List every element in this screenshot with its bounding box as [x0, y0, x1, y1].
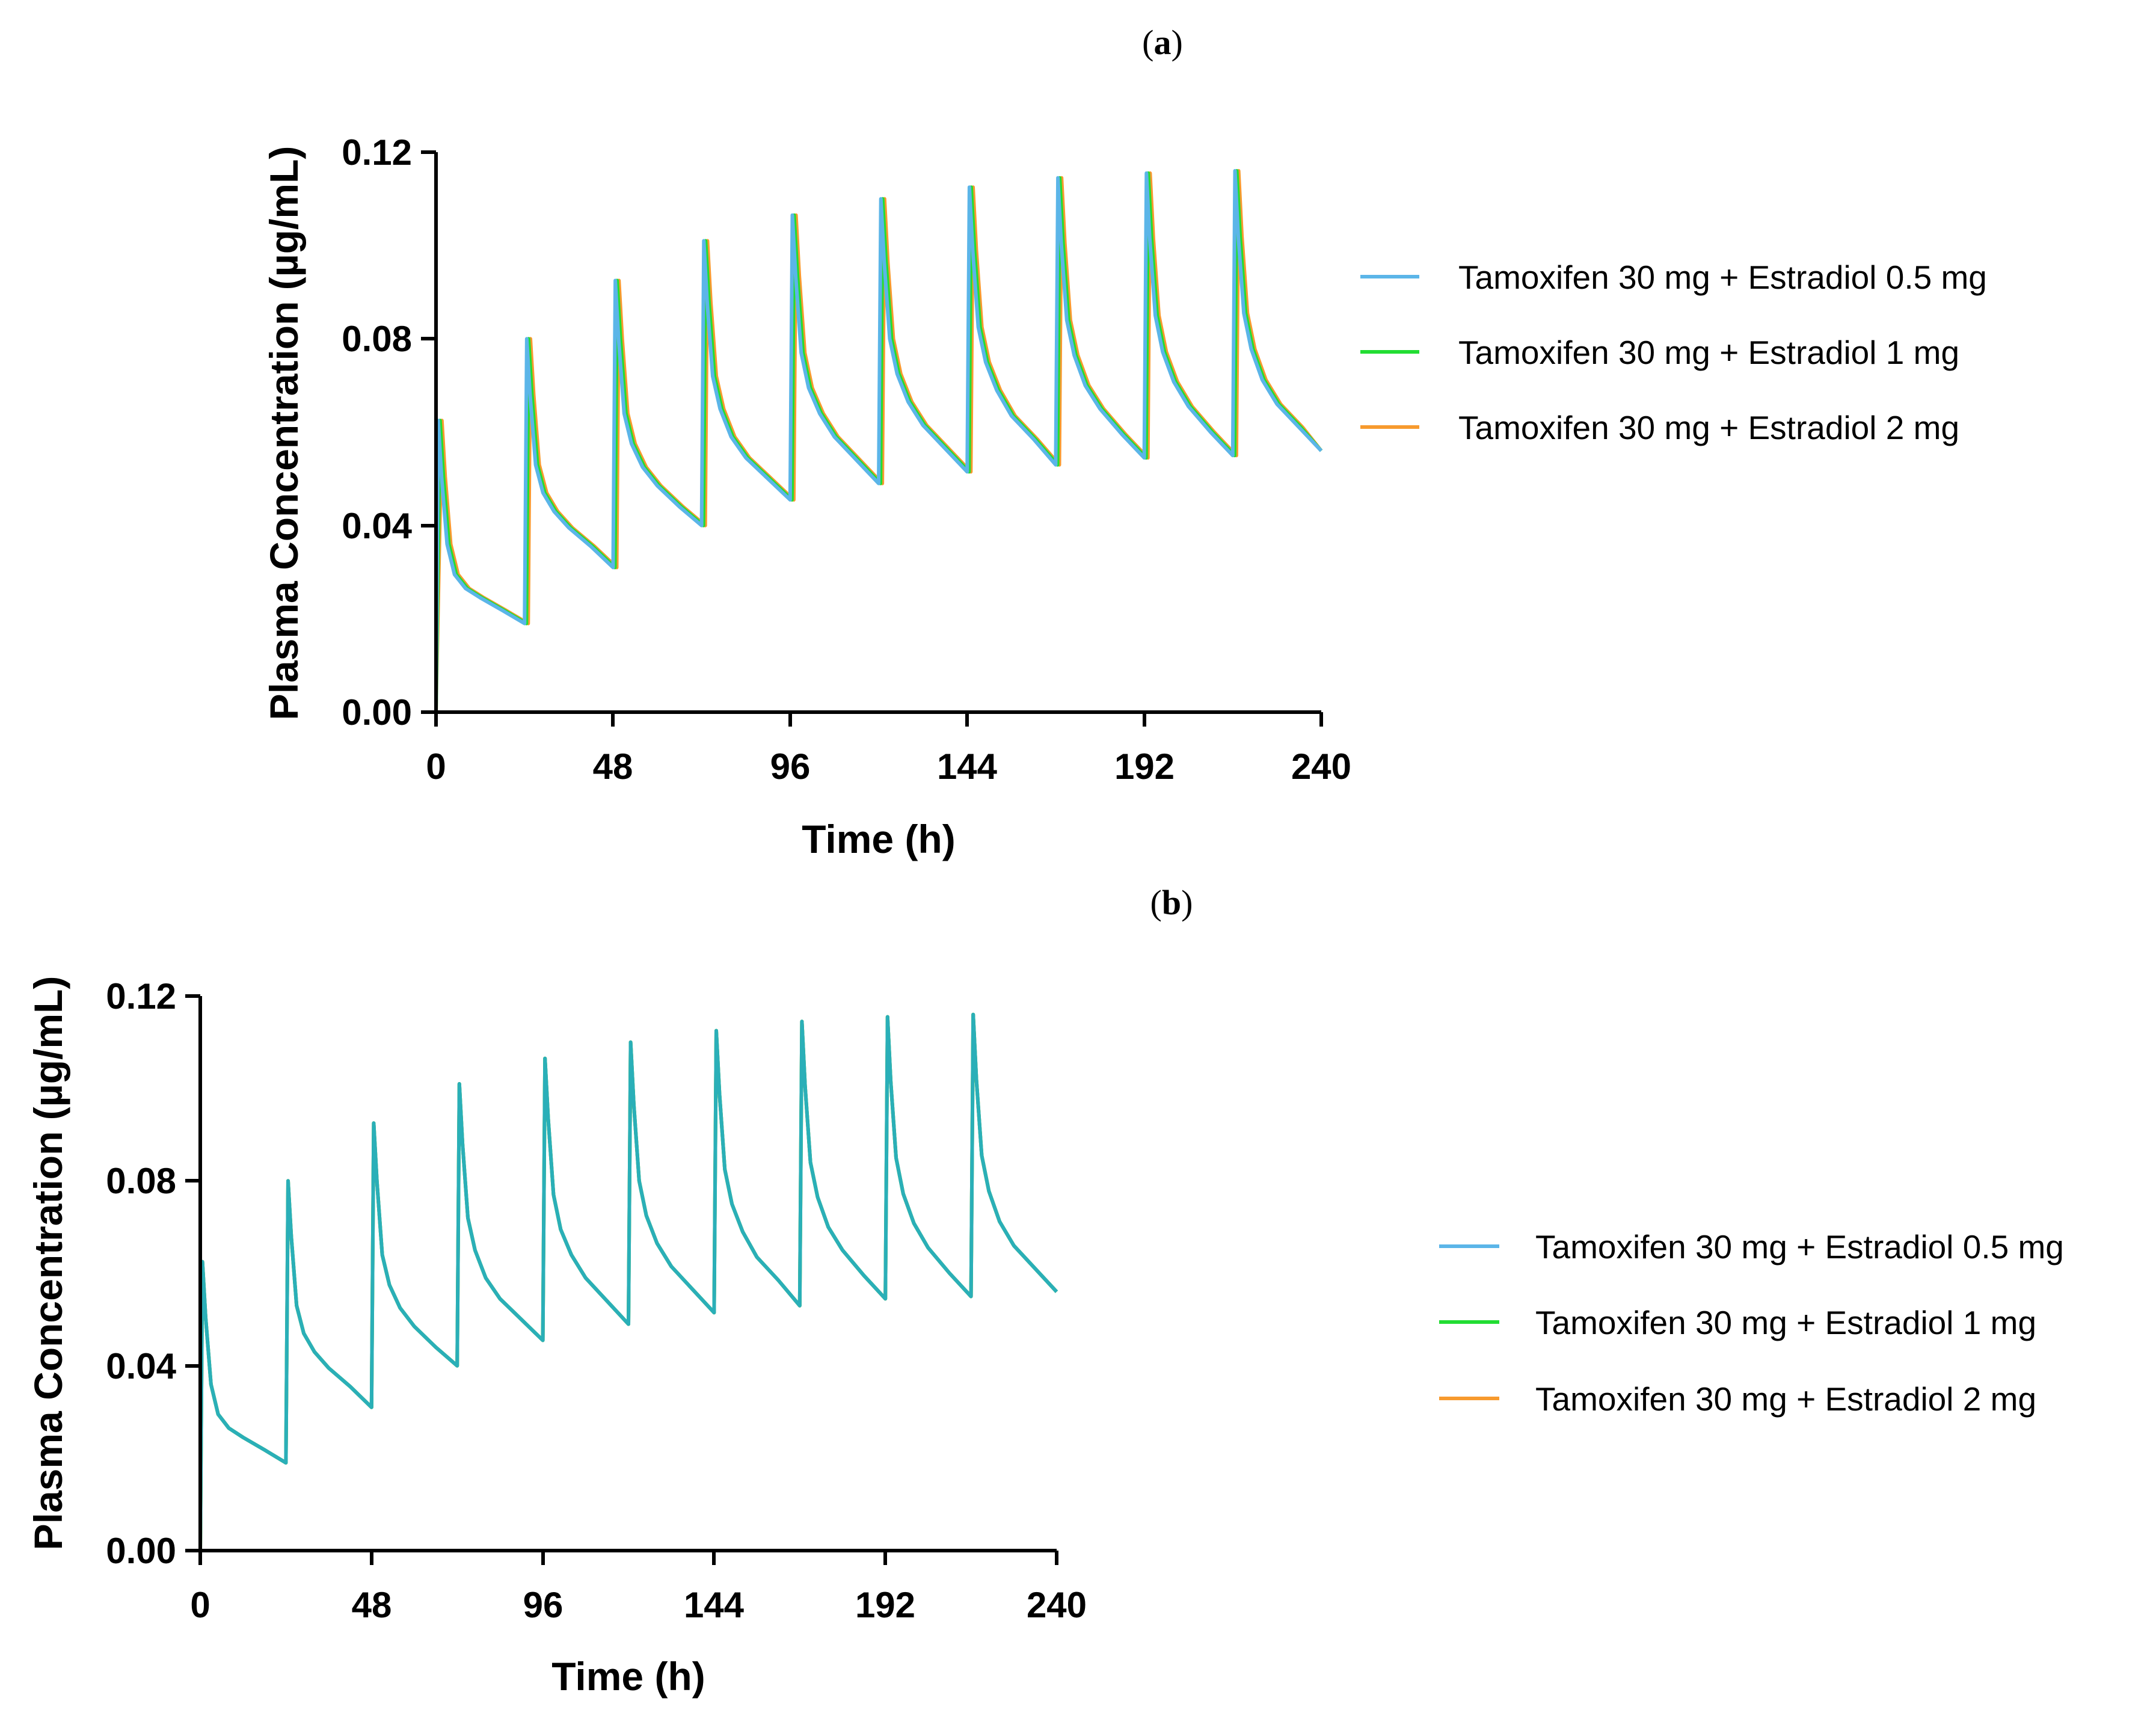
- panel-b-legend-item-2: Tamoxifen 30 mg + Estradiol 2 mg: [1439, 1380, 2036, 1418]
- panel-b-x-axis-title: Time (h): [551, 1654, 705, 1699]
- panel-a-legend-label-2: Tamoxifen 30 mg + Estradiol 2 mg: [1458, 409, 1959, 446]
- panel-a-legend-label-0: Tamoxifen 30 mg + Estradiol 0.5 mg: [1458, 259, 1987, 296]
- panel-a-x-tick-label-0: 0: [426, 746, 446, 787]
- panel-b-legend: Tamoxifen 30 mg + Estradiol 0.5 mg Tamox…: [1439, 1228, 2064, 1418]
- panel-a-x-ticks: 0 48 96 144 192 240: [426, 712, 1351, 787]
- panel-a-y-ticks: 0.00 0.04 0.08 0.12: [342, 132, 436, 733]
- panel-a-x-tick-label-1: 48: [593, 746, 633, 787]
- panel-b-legend-label-0: Tamoxifen 30 mg + Estradiol 0.5 mg: [1535, 1228, 2064, 1265]
- panel-b-letter: b: [1162, 883, 1181, 922]
- panel-a-series: [434, 169, 1323, 713]
- panel-b-x-ticks: 0 48 96 144 192 240: [190, 1551, 1087, 1625]
- panel-b-x-tick-label-4: 192: [855, 1585, 915, 1625]
- panel-b-y-ticks: 0.00 0.04 0.08 0.12: [106, 976, 200, 1571]
- panel-a-y-tick-label-2: 0.08: [342, 319, 412, 359]
- panel-b-label: (b): [1150, 883, 1193, 922]
- panel-b: (b) 0.00 0.04 0.08 0.12 0 48 96 144 192: [26, 883, 2064, 1699]
- panel-b-y-tick-label-3: 0.12: [106, 976, 176, 1016]
- panel-a-x-tick-label-3: 144: [937, 746, 998, 787]
- panel-a-x-tick-label-4: 192: [1114, 746, 1175, 787]
- panel-b-x-tick-label-0: 0: [190, 1585, 210, 1625]
- panel-b-series-line-0: [198, 1012, 1058, 1551]
- panel-b-y-tick-label-1: 0.04: [106, 1346, 176, 1386]
- panel-a-x-tick-label-2: 96: [770, 746, 811, 787]
- panel-a-legend-item-1: Tamoxifen 30 mg + Estradiol 1 mg: [1360, 334, 1959, 371]
- panel-b-legend-item-1: Tamoxifen 30 mg + Estradiol 1 mg: [1439, 1304, 2036, 1341]
- panel-b-series: [198, 1012, 1058, 1551]
- panel-b-y-tick-label-0: 0.00: [106, 1531, 176, 1571]
- panel-b-legend-label-2: Tamoxifen 30 mg + Estradiol 2 mg: [1535, 1380, 2036, 1418]
- panel-a-legend: Tamoxifen 30 mg + Estradiol 0.5 mg Tamox…: [1360, 259, 1987, 446]
- panel-b-x-tick-label-1: 48: [352, 1585, 392, 1625]
- panel-b-x-tick-label-5: 240: [1027, 1585, 1087, 1625]
- panel-a: (a) 0.00 0.04 0.08 0.12 0 48 96 144 192: [262, 23, 1987, 861]
- panel-b-x-tick-label-2: 96: [523, 1585, 564, 1625]
- panel-a-label: (a): [1142, 23, 1183, 62]
- panel-a-letter: a: [1154, 23, 1172, 62]
- panel-b-y-tick-label-2: 0.08: [106, 1161, 176, 1201]
- panel-a-x-tick-label-5: 240: [1291, 746, 1351, 787]
- panel-b-legend-item-0: Tamoxifen 30 mg + Estradiol 0.5 mg: [1439, 1228, 2064, 1265]
- panel-a-y-tick-label-0: 0.00: [342, 692, 412, 733]
- panel-a-legend-item-2: Tamoxifen 30 mg + Estradiol 2 mg: [1360, 409, 1959, 446]
- panel-a-legend-item-0: Tamoxifen 30 mg + Estradiol 0.5 mg: [1360, 259, 1987, 296]
- panel-a-x-axis-title: Time (h): [802, 817, 955, 861]
- panel-b-legend-label-1: Tamoxifen 30 mg + Estradiol 1 mg: [1535, 1304, 2036, 1341]
- panel-b-x-tick-label-3: 144: [684, 1585, 745, 1625]
- panel-b-y-axis-title: Plasma Concentration (µg/mL): [26, 976, 70, 1551]
- panel-a-y-tick-label-3: 0.12: [342, 132, 412, 173]
- panel-a-legend-label-1: Tamoxifen 30 mg + Estradiol 1 mg: [1458, 334, 1959, 371]
- panel-a-y-tick-label-1: 0.04: [342, 506, 412, 546]
- panel-a-series-line-0: [434, 169, 1323, 713]
- panel-a-y-axis-title: Plasma Concentration (µg/mL): [262, 146, 306, 721]
